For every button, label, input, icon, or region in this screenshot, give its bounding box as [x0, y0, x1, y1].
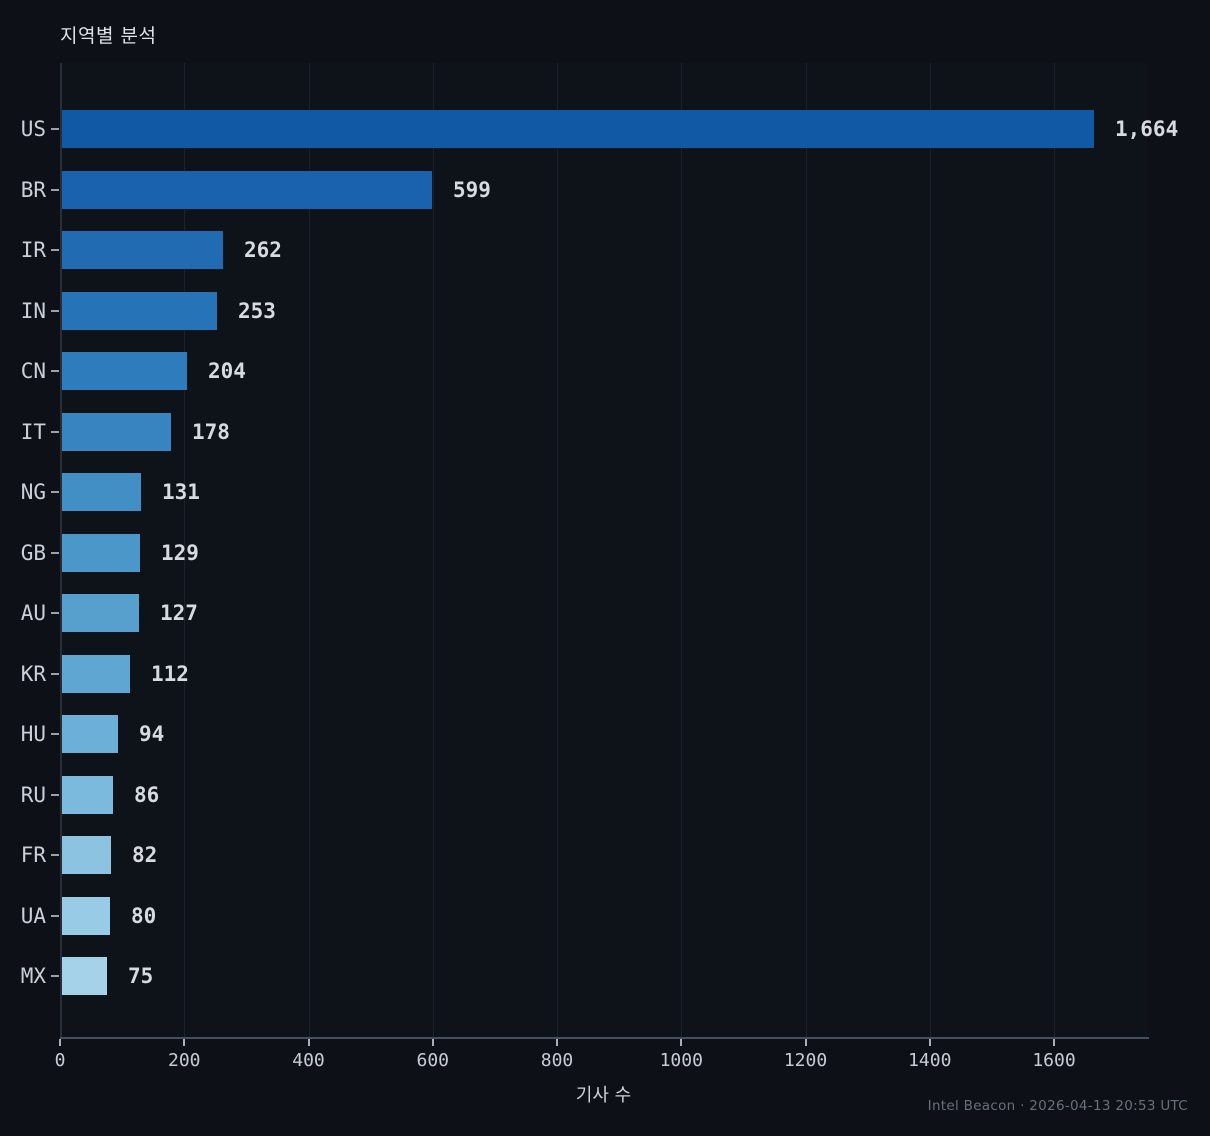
x-tick-label-600: 600: [416, 1050, 450, 1071]
x-tick-0: [59, 1039, 61, 1046]
x-tick-label-1000: 1000: [659, 1050, 703, 1071]
value-label-IN: 253: [238, 298, 276, 323]
bar-IT: [60, 412, 171, 451]
category-label-AU: AU: [20, 601, 46, 625]
x-tick-label-1400: 1400: [908, 1050, 952, 1071]
x-tick-600: [431, 1039, 434, 1046]
category-label-IN: IN: [20, 298, 46, 323]
value-label-RU: 86: [134, 782, 160, 807]
x-tick-label-200: 200: [167, 1050, 201, 1071]
category-label-NG: NG: [20, 480, 46, 504]
x-axis-label: 기사 수: [575, 1085, 632, 1106]
bar-AU: [60, 594, 139, 632]
bar-US: [60, 110, 1094, 148]
bar-HU: [60, 715, 118, 753]
bar-GB: [60, 533, 140, 572]
x-tick-1400: [928, 1039, 931, 1046]
value-label-UA: 80: [131, 903, 157, 928]
x-tick-label-800: 800: [540, 1050, 574, 1071]
x-tick-1200: [804, 1039, 807, 1046]
value-label-AU: 127: [160, 601, 198, 625]
y-tick-AU: [51, 612, 59, 614]
y-tick-RU: [51, 793, 59, 796]
y-tick-HU: [51, 733, 59, 735]
bar-IR: [60, 231, 223, 269]
category-label-CN: CN: [20, 359, 46, 383]
y-tick-GB: [51, 551, 59, 554]
value-label-IT: 178: [192, 419, 230, 444]
gridline-x-800: [557, 63, 558, 1038]
bar-MX: [60, 957, 107, 995]
gridline-x-1600: [1054, 63, 1055, 1038]
value-label-KR: 112: [151, 661, 189, 686]
category-label-US: US: [20, 117, 46, 141]
x-tick-1600: [1053, 1039, 1055, 1046]
gridline-x-1200: [805, 63, 807, 1038]
bar-NG: [60, 473, 141, 511]
category-label-BR: BR: [20, 177, 46, 202]
plot-area: [60, 63, 1147, 1038]
category-label-HU: HU: [20, 722, 46, 746]
gridline-x-200: [184, 63, 186, 1038]
chart-title: 지역별 분석: [60, 25, 157, 47]
bar-CN: [60, 352, 187, 390]
gridline-x-400: [308, 63, 310, 1038]
x-axis-line: [60, 1037, 1149, 1039]
category-label-IR: IR: [20, 238, 46, 262]
bar-BR: [60, 170, 432, 209]
y-tick-FR: [51, 854, 59, 856]
y-tick-IR: [51, 249, 59, 251]
x-tick-1000: [680, 1039, 683, 1046]
y-tick-US: [51, 128, 59, 130]
bar-KR: [60, 654, 130, 693]
category-label-GB: GB: [20, 540, 46, 565]
bar-FR: [60, 836, 111, 874]
value-label-GB: 129: [161, 540, 199, 565]
bar-RU: [60, 775, 113, 814]
x-tick-label-0: 0: [54, 1050, 66, 1071]
x-tick-400: [307, 1039, 310, 1046]
category-label-KR: KR: [20, 661, 46, 686]
y-tick-BR: [51, 188, 59, 191]
y-tick-KR: [51, 672, 59, 675]
x-tick-label-1600: 1600: [1032, 1050, 1076, 1071]
category-label-FR: FR: [20, 843, 46, 867]
y-tick-IN: [51, 309, 59, 312]
y-tick-NG: [51, 491, 59, 493]
category-label-IT: IT: [20, 419, 46, 444]
footer-attribution: Intel Beacon · 2026-04-13 20:53 UTC: [927, 1098, 1188, 1114]
gridline-x-1400: [929, 63, 931, 1038]
y-tick-UA: [51, 914, 59, 917]
value-label-BR: 599: [453, 177, 491, 202]
value-label-US: 1,664: [1115, 117, 1179, 141]
category-label-UA: UA: [20, 903, 46, 928]
bar-IN: [60, 291, 217, 330]
value-label-FR: 82: [132, 843, 158, 867]
value-label-IR: 262: [244, 238, 282, 262]
y-tick-MX: [51, 975, 59, 977]
gridline-x-600: [432, 63, 434, 1038]
y-tick-CN: [51, 370, 59, 372]
category-label-MX: MX: [20, 964, 46, 988]
gridline-x-1000: [681, 63, 683, 1038]
y-tick-IT: [51, 430, 59, 433]
x-tick-label-1200: 1200: [783, 1050, 828, 1071]
x-tick-800: [556, 1039, 558, 1046]
y-axis-line: [60, 63, 62, 1038]
x-tick-200: [183, 1039, 186, 1046]
category-label-RU: RU: [20, 782, 46, 807]
x-tick-label-400: 400: [292, 1050, 325, 1071]
value-label-CN: 204: [208, 359, 246, 383]
bar-UA: [60, 896, 110, 935]
value-label-NG: 131: [162, 480, 200, 504]
value-label-MX: 75: [128, 964, 154, 988]
value-label-HU: 94: [139, 722, 165, 746]
